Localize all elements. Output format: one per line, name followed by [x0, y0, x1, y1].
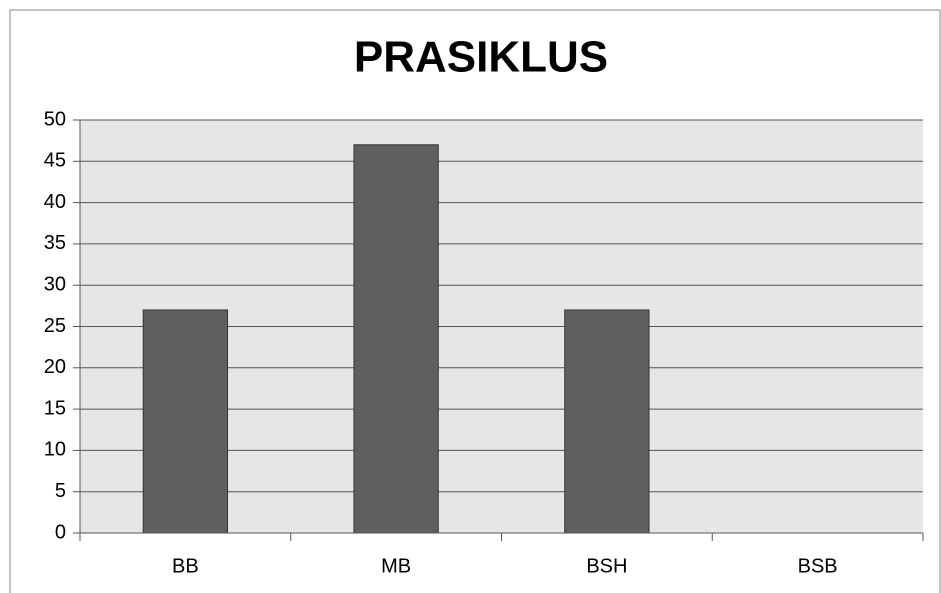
chart-title: PRASIKLUS: [354, 33, 608, 82]
bar: [564, 309, 650, 534]
y-tick-label: 45: [44, 150, 66, 172]
y-tick-label: 30: [44, 273, 66, 295]
y-tick-label: 10: [44, 439, 66, 461]
y-tick-label: 15: [44, 397, 66, 419]
y-tick-label: 25: [44, 315, 66, 337]
x-tick-label: BSB: [798, 555, 838, 577]
bar: [142, 309, 229, 534]
bar: [353, 144, 439, 534]
y-tick-label: 50: [44, 108, 66, 130]
x-tick-label: BSH: [586, 555, 627, 577]
y-tick-label: 0: [55, 521, 66, 543]
x-tick-label: MB: [381, 555, 411, 577]
y-tick-label: 5: [55, 480, 66, 502]
y-tick-label: 40: [44, 191, 66, 213]
y-tick-label: 20: [44, 356, 66, 378]
y-tick-label: 35: [44, 232, 66, 254]
x-tick-label: BB: [172, 555, 199, 577]
